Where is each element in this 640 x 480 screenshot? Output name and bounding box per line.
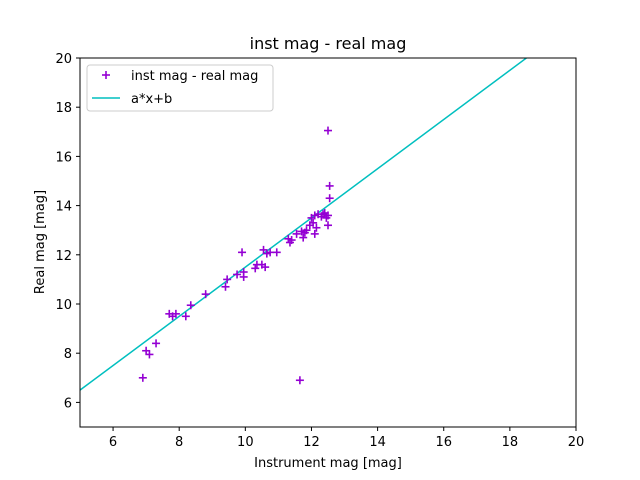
data-point [310,229,319,238]
data-point [302,226,311,235]
fit-line [80,58,528,391]
data-point [181,312,190,321]
x-tick-label: 16 [435,435,452,450]
legend-plus-glyph [102,71,110,79]
x-tick-label: 14 [369,435,386,450]
legend-label-scatter: inst mag - real mag [131,69,258,84]
x-tick-label: 10 [237,435,254,450]
y-tick-label: 16 [55,150,72,165]
data-point [325,181,334,190]
data-point [171,309,180,318]
data-point [239,268,248,277]
data-point [324,221,332,230]
data-point [233,270,242,279]
x-axis-label: Instrument mag [mag] [254,456,402,471]
data-point [295,376,304,385]
y-tick-label: 20 [55,52,72,67]
data-point [324,126,332,135]
data-point [299,233,308,242]
data-point [138,373,147,382]
y-tick-label: 12 [55,249,72,264]
data-point [223,275,232,284]
legend-label-fit: a*x+b [131,92,172,107]
chart-title: inst mag - real mag [250,34,407,53]
data-point [145,350,154,359]
data-point [292,229,301,238]
data-point [238,248,247,257]
y-tick-label: 14 [55,200,72,215]
x-tick-label: 18 [502,435,519,450]
y-tick-label: 6 [64,396,72,411]
y-tick-label: 8 [64,347,72,362]
legend-box [86,64,274,112]
data-point [325,194,334,203]
x-tick-label: 6 [109,435,117,450]
y-axis-label: Real mag [mag] [33,190,48,294]
data-point [186,301,195,310]
data-point [221,282,230,291]
data-point [201,290,210,299]
plot-frame [79,57,577,428]
data-point [287,236,296,245]
y-tick-label: 18 [55,101,72,116]
y-tick-label: 10 [55,298,72,313]
data-point [309,218,318,227]
data-point [312,223,321,232]
data-point [251,264,260,273]
legend: inst mag - real mag a*x+b [86,64,274,112]
x-tick-label: 20 [568,435,585,450]
data-point [324,211,332,220]
x-tick-label: 8 [175,435,183,450]
legend-marker-plus [102,71,110,79]
data-point [272,248,281,257]
data-point [152,339,161,348]
x-tick-label: 12 [303,435,320,450]
data-point [261,263,270,272]
